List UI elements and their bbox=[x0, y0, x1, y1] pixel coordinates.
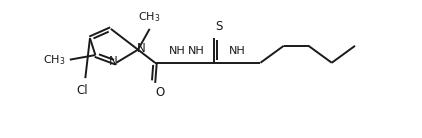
Text: O: O bbox=[155, 86, 164, 99]
Text: CH$_3$: CH$_3$ bbox=[43, 53, 65, 67]
Text: NH: NH bbox=[188, 46, 205, 56]
Text: CH$_3$: CH$_3$ bbox=[138, 10, 161, 24]
Text: S: S bbox=[215, 21, 222, 34]
Text: NH: NH bbox=[168, 46, 185, 56]
Text: N: N bbox=[109, 55, 118, 68]
Text: NH: NH bbox=[229, 46, 246, 56]
Text: N: N bbox=[137, 42, 146, 55]
Text: Cl: Cl bbox=[76, 83, 88, 97]
